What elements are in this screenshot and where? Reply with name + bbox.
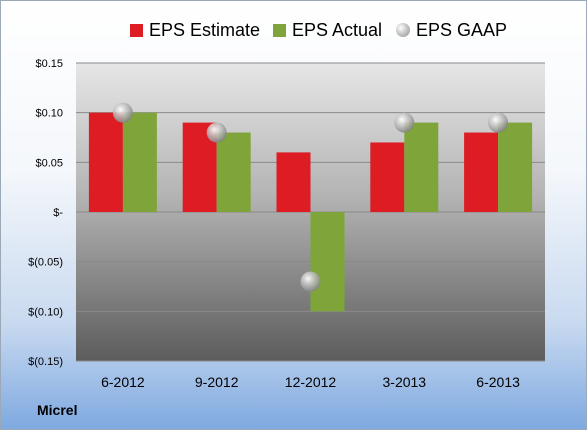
legend-item-actual: EPS Actual	[273, 17, 382, 43]
gaap-markers	[112, 102, 509, 292]
legend: EPS Estimate EPS Actual EPS GAAP	[1, 17, 586, 43]
y-tick-label: $0.05	[35, 157, 63, 169]
y-tick-label: $0.10	[35, 108, 63, 120]
dot-eps-gaap	[206, 122, 227, 143]
bar-eps-actual	[498, 122, 533, 212]
bar-eps-actual	[404, 122, 439, 212]
dot-eps-gaap	[394, 112, 415, 133]
x-tick-label: 6-2013	[476, 374, 520, 390]
dot-eps-gaap	[300, 271, 321, 292]
x-tick-label: 9-2012	[195, 374, 239, 390]
bar-eps-actual	[310, 212, 345, 312]
legend-swatch-estimate	[130, 23, 143, 37]
legend-marker-gaap	[396, 23, 410, 37]
company-name: Micrel	[37, 402, 78, 418]
legend-item-estimate: EPS Estimate	[130, 17, 260, 43]
legend-swatch-actual	[273, 23, 286, 37]
x-tick-label: 3-2013	[383, 374, 427, 390]
x-tick-label: 12-2012	[285, 374, 337, 390]
y-tick-label: $0.15	[35, 58, 63, 70]
x-tick-label: 6-2012	[101, 374, 145, 390]
bar-eps-actual	[122, 112, 157, 212]
y-tick-label: $(0.10)	[28, 306, 63, 318]
y-tick-label: $(0.05)	[28, 257, 63, 269]
dot-eps-gaap	[112, 102, 133, 123]
legend-label-actual: EPS Actual	[292, 19, 383, 40]
y-tick-label: $-	[53, 207, 63, 219]
bar-eps-estimate	[88, 112, 123, 212]
x-axis-ticks: 6-2012 9-2012 12-2012 3-2013 6-2013	[101, 374, 520, 390]
y-tick-label: $(0.15)	[28, 356, 63, 368]
legend-label-gaap: EPS GAAP	[416, 19, 508, 40]
legend-label-estimate: EPS Estimate	[149, 19, 261, 40]
legend-item-gaap: EPS GAAP	[396, 17, 507, 43]
bars	[88, 112, 533, 312]
dot-eps-gaap	[488, 112, 509, 133]
bar-eps-estimate	[464, 132, 499, 212]
bar-eps-actual	[216, 132, 251, 212]
y-axis-ticks: $0.15 $0.10 $0.05 $- $(0.05) $(0.10) $(0.15)	[28, 58, 63, 368]
bar-eps-estimate	[370, 142, 405, 212]
bar-eps-estimate	[276, 152, 311, 212]
